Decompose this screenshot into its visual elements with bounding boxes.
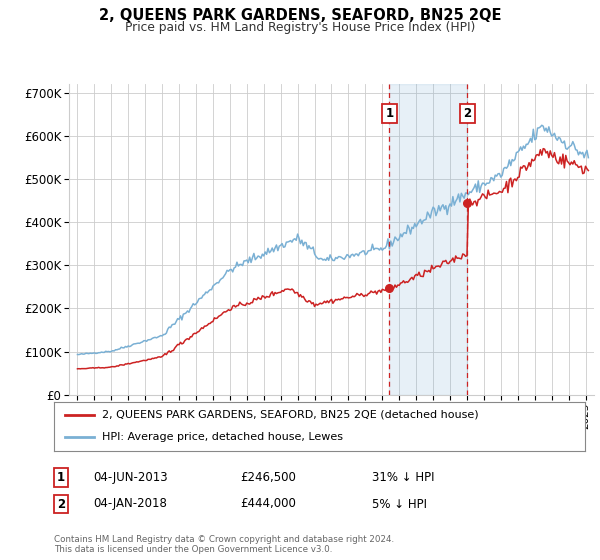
Text: 1: 1 xyxy=(385,107,394,120)
Text: 2: 2 xyxy=(463,107,471,120)
Text: 04-JAN-2018: 04-JAN-2018 xyxy=(93,497,167,511)
Text: HPI: Average price, detached house, Lewes: HPI: Average price, detached house, Lewe… xyxy=(102,432,343,442)
Text: 1: 1 xyxy=(57,471,65,484)
Text: Contains HM Land Registry data © Crown copyright and database right 2024.
This d: Contains HM Land Registry data © Crown c… xyxy=(54,535,394,554)
Text: 2, QUEENS PARK GARDENS, SEAFORD, BN25 2QE (detached house): 2, QUEENS PARK GARDENS, SEAFORD, BN25 2Q… xyxy=(102,410,478,420)
Bar xyxy=(389,84,467,395)
Text: 04-JUN-2013: 04-JUN-2013 xyxy=(93,471,167,484)
Text: 2: 2 xyxy=(57,497,65,511)
Text: 5% ↓ HPI: 5% ↓ HPI xyxy=(372,497,427,511)
Text: 31% ↓ HPI: 31% ↓ HPI xyxy=(372,471,434,484)
Text: £246,500: £246,500 xyxy=(240,471,296,484)
Text: £444,000: £444,000 xyxy=(240,497,296,511)
Text: Price paid vs. HM Land Registry's House Price Index (HPI): Price paid vs. HM Land Registry's House … xyxy=(125,21,475,34)
Text: 2, QUEENS PARK GARDENS, SEAFORD, BN25 2QE: 2, QUEENS PARK GARDENS, SEAFORD, BN25 2Q… xyxy=(99,8,501,24)
